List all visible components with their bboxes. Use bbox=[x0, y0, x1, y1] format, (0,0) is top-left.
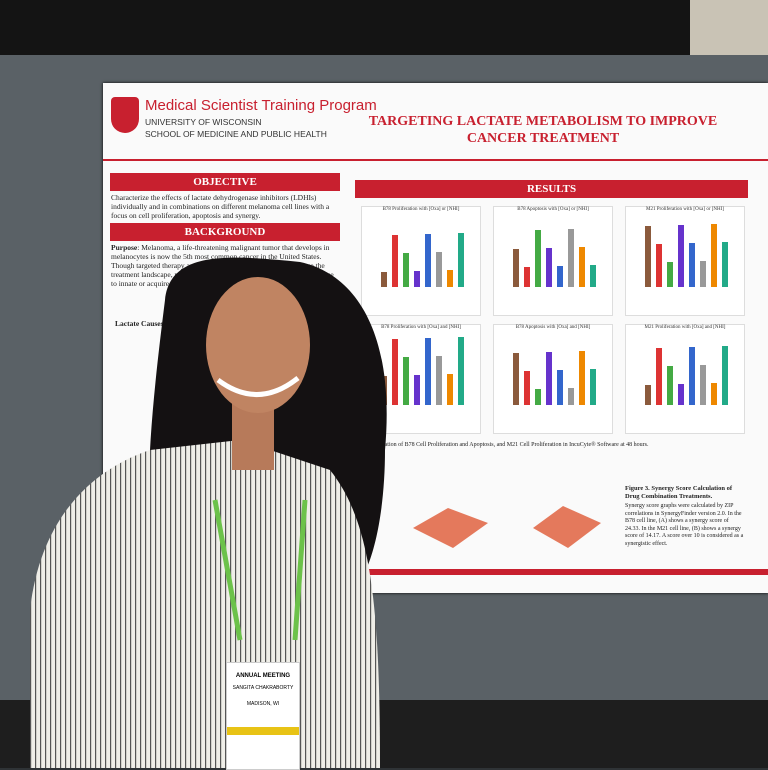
title-line: CANCER TREATMENT bbox=[466, 131, 620, 146]
panel-title: M21 Proliferation with [Oxa] or [NHI] bbox=[646, 207, 724, 212]
decorative-bar bbox=[579, 351, 585, 405]
decorative-bar bbox=[667, 366, 673, 405]
decorative-bar bbox=[722, 346, 728, 405]
decorative-bar bbox=[535, 389, 541, 405]
decorative-bar bbox=[392, 339, 398, 405]
decorative-bar bbox=[513, 353, 519, 405]
decorative-bar bbox=[458, 233, 464, 287]
synergy-plots bbox=[413, 506, 601, 548]
decorative-bar bbox=[700, 365, 706, 405]
section-heading: BACKGROUND bbox=[110, 223, 340, 241]
lanyard bbox=[212, 499, 308, 641]
decorative-bar bbox=[557, 266, 563, 287]
decorative-bar bbox=[722, 242, 728, 287]
panel-plot bbox=[645, 346, 728, 405]
footer-rule bbox=[343, 569, 768, 575]
figure3-text: Synergy score graphs were calculated by … bbox=[625, 503, 744, 547]
decorative-bar bbox=[513, 249, 519, 287]
decorative-bar bbox=[546, 352, 552, 405]
decorative-bar bbox=[436, 356, 442, 405]
decorative-bar bbox=[590, 265, 596, 287]
decorative-bar bbox=[524, 267, 530, 287]
panel-title: B78 Proliferation with [Oxa] and [NHI] bbox=[381, 325, 461, 330]
title: TARGETING LACTATE METABOLISM TO IMPROVE … bbox=[353, 113, 733, 147]
decorative-bar bbox=[711, 224, 717, 287]
figure-panel: M21 Proliferation with [Oxa] or [NHI] bbox=[625, 206, 745, 316]
panel-title: M21 Proliferation with [Oxa] and [NHI] bbox=[644, 325, 726, 330]
decorative-bar bbox=[392, 235, 398, 287]
decorative-bar bbox=[689, 347, 695, 405]
panel-title: B78 Proliferation with [Oxa] or [NHI] bbox=[382, 207, 460, 212]
badge-stripe bbox=[227, 727, 299, 735]
school: SCHOOL OF MEDICINE AND PUBLIC HEALTH bbox=[145, 129, 327, 139]
section-heading: RESULTS bbox=[355, 180, 748, 198]
decorative-bar bbox=[557, 370, 563, 405]
panel-plot bbox=[513, 229, 596, 287]
decorative-bar bbox=[447, 270, 453, 287]
title-line: TARGETING LACTATE METABOLISM TO IMPROVE bbox=[368, 114, 718, 129]
badge: ANNUAL MEETING SANGITA CHAKRABORTY MADIS… bbox=[226, 662, 300, 770]
decorative-bar bbox=[414, 271, 420, 287]
decorative-bar bbox=[403, 253, 409, 287]
decorative-bar bbox=[568, 388, 574, 405]
decorative-bar bbox=[436, 252, 442, 287]
badge-event: ANNUAL MEETING bbox=[235, 673, 291, 679]
decorative-bar bbox=[656, 348, 662, 405]
panel-title: B78 Apoptosis with [Oxa] and [NHI] bbox=[515, 325, 591, 330]
face bbox=[206, 277, 310, 413]
decorative-bar bbox=[524, 371, 530, 405]
figure-panel: B78 Apoptosis with [Oxa] or [NHI] bbox=[493, 206, 613, 316]
ceiling bbox=[0, 0, 768, 60]
decorative-bar bbox=[425, 234, 431, 287]
decorative-bar bbox=[590, 369, 596, 405]
badge-location: MADISON, WI bbox=[246, 701, 280, 707]
smile bbox=[216, 376, 300, 397]
decorative-bar bbox=[678, 225, 684, 287]
figure-panel: M21 Proliferation with [Oxa] and [NHI] bbox=[625, 324, 745, 434]
decorative-bar bbox=[689, 243, 695, 287]
decorative-bar bbox=[656, 244, 662, 287]
decorative-bar bbox=[414, 375, 420, 405]
panel-title: B78 Apoptosis with [Oxa] or [NHI] bbox=[517, 207, 589, 212]
decorative-bar bbox=[700, 261, 706, 287]
decorative-bar bbox=[425, 338, 431, 405]
panel-plot bbox=[513, 351, 596, 405]
decorative-bar bbox=[403, 357, 409, 405]
figure-panel: B78 Proliferation with [Oxa] or [NHI] bbox=[361, 206, 481, 316]
purpose-label: Purpose bbox=[111, 243, 138, 252]
decorative-bar bbox=[381, 272, 387, 287]
panel-plot bbox=[645, 224, 728, 287]
figure-panel: B78 Apoptosis with [Oxa] and [NHI] bbox=[493, 324, 613, 434]
subheading: Lactate Causes Res bbox=[115, 319, 178, 328]
objective-text: Characterize the effects of lactate dehy… bbox=[111, 193, 330, 220]
decorative-bar bbox=[645, 226, 651, 287]
decorative-bar bbox=[645, 385, 651, 405]
decorative-bar bbox=[711, 383, 717, 405]
figure3-caption: Figure 3. Synergy Score Calculation of D… bbox=[625, 485, 733, 500]
university: UNIVERSITY OF WISCONSIN bbox=[145, 117, 262, 127]
panel-plot bbox=[381, 233, 464, 287]
surface bbox=[413, 508, 488, 548]
crest bbox=[111, 97, 139, 133]
program: Medical Scientist Training Program bbox=[145, 97, 377, 114]
decorative-bar bbox=[458, 337, 464, 405]
decorative-bar bbox=[579, 247, 585, 287]
surface bbox=[533, 506, 601, 548]
decorative-bar bbox=[678, 384, 684, 405]
figure2-caption: Visualization of B78 Cell Proliferation … bbox=[365, 442, 649, 448]
section-heading: OBJECTIVE bbox=[110, 173, 340, 191]
decorative-bar bbox=[546, 248, 552, 287]
shirt bbox=[30, 440, 380, 768]
decorative-bar bbox=[535, 230, 541, 287]
badge-name: SANGITA CHAKRABORTY bbox=[232, 685, 294, 691]
decorative-bar bbox=[447, 374, 453, 405]
header-rule bbox=[103, 159, 768, 161]
decorative-bar bbox=[568, 229, 574, 287]
pillar bbox=[690, 0, 768, 60]
decorative-bar bbox=[667, 262, 673, 287]
